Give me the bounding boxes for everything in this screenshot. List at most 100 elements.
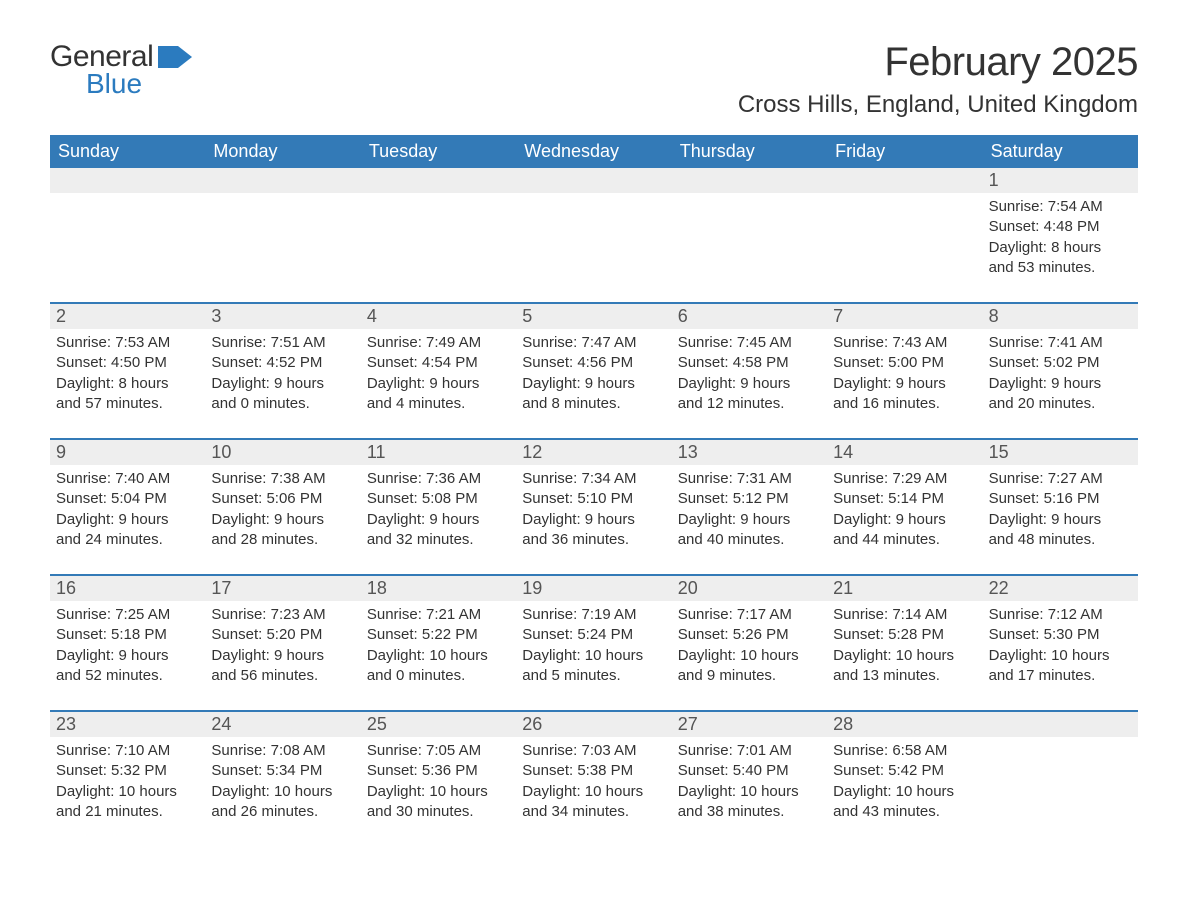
daylight-text-line2: and 13 minutes. (833, 666, 976, 686)
sunset-text: Sunset: 4:56 PM (522, 353, 665, 373)
sunset-text: Sunset: 5:30 PM (989, 625, 1132, 645)
daylight-text-line1: Daylight: 10 hours (833, 646, 976, 666)
sunrise-text: Sunrise: 7:31 AM (678, 469, 821, 489)
daylight-text-line1: Daylight: 9 hours (678, 510, 821, 530)
daylight-text-line2: and 57 minutes. (56, 394, 199, 414)
day-cell: Sunrise: 7:03 AMSunset: 5:38 PMDaylight:… (516, 737, 671, 828)
day-number: 21 (827, 576, 982, 601)
sunset-text: Sunset: 5:26 PM (678, 625, 821, 645)
day-number: 5 (516, 304, 671, 329)
daylight-text-line2: and 40 minutes. (678, 530, 821, 550)
day-number: 15 (983, 440, 1138, 465)
day-number: 11 (361, 440, 516, 465)
sunset-text: Sunset: 5:20 PM (211, 625, 354, 645)
logo: General Blue (50, 40, 192, 100)
sunrise-text: Sunrise: 7:21 AM (367, 605, 510, 625)
sunrise-text: Sunrise: 7:40 AM (56, 469, 199, 489)
daylight-text-line1: Daylight: 8 hours (56, 374, 199, 394)
daylight-text-line2: and 9 minutes. (678, 666, 821, 686)
sunset-text: Sunset: 4:58 PM (678, 353, 821, 373)
sunset-text: Sunset: 5:02 PM (989, 353, 1132, 373)
daylight-text-line1: Daylight: 10 hours (833, 782, 976, 802)
day-cell: Sunrise: 7:05 AMSunset: 5:36 PMDaylight:… (361, 737, 516, 828)
daylight-text-line1: Daylight: 9 hours (56, 646, 199, 666)
daylight-text-line1: Daylight: 9 hours (211, 646, 354, 666)
daylight-text-line2: and 28 minutes. (211, 530, 354, 550)
day-number: 6 (672, 304, 827, 329)
day-number: 25 (361, 712, 516, 737)
day-cell: Sunrise: 7:45 AMSunset: 4:58 PMDaylight:… (672, 329, 827, 420)
daylight-text-line2: and 24 minutes. (56, 530, 199, 550)
sunrise-text: Sunrise: 7:51 AM (211, 333, 354, 353)
daylight-text-line1: Daylight: 9 hours (367, 374, 510, 394)
sunrise-text: Sunrise: 7:36 AM (367, 469, 510, 489)
daylight-text-line1: Daylight: 10 hours (678, 782, 821, 802)
daylight-text-line1: Daylight: 9 hours (522, 374, 665, 394)
logo-text-block: General Blue (50, 40, 192, 100)
daylight-text-line2: and 38 minutes. (678, 802, 821, 822)
day-cell (361, 193, 516, 284)
daylight-text-line2: and 4 minutes. (367, 394, 510, 414)
daylight-text-line1: Daylight: 9 hours (833, 510, 976, 530)
sunrise-text: Sunrise: 7:05 AM (367, 741, 510, 761)
day-number-row: 9101112131415 (50, 440, 1138, 465)
daylight-text-line1: Daylight: 10 hours (56, 782, 199, 802)
day-number (205, 168, 360, 193)
day-number-row: 1 (50, 168, 1138, 193)
day-number: 28 (827, 712, 982, 737)
weekday-header: Friday (827, 135, 982, 168)
sunrise-text: Sunrise: 6:58 AM (833, 741, 976, 761)
sunrise-text: Sunrise: 7:53 AM (56, 333, 199, 353)
day-number (827, 168, 982, 193)
sunrise-text: Sunrise: 7:23 AM (211, 605, 354, 625)
sunrise-text: Sunrise: 7:49 AM (367, 333, 510, 353)
daylight-text-line2: and 36 minutes. (522, 530, 665, 550)
daylight-text-line2: and 52 minutes. (56, 666, 199, 686)
day-number: 18 (361, 576, 516, 601)
day-number (361, 168, 516, 193)
day-cell: Sunrise: 7:17 AMSunset: 5:26 PMDaylight:… (672, 601, 827, 692)
daylight-text-line2: and 34 minutes. (522, 802, 665, 822)
sunset-text: Sunset: 4:50 PM (56, 353, 199, 373)
daylight-text-line2: and 48 minutes. (989, 530, 1132, 550)
day-cell: Sunrise: 7:19 AMSunset: 5:24 PMDaylight:… (516, 601, 671, 692)
sunrise-text: Sunrise: 7:27 AM (989, 469, 1132, 489)
daylight-text-line1: Daylight: 10 hours (211, 782, 354, 802)
daylight-text-line1: Daylight: 9 hours (56, 510, 199, 530)
day-number: 8 (983, 304, 1138, 329)
weekday-header: Monday (205, 135, 360, 168)
day-number: 12 (516, 440, 671, 465)
day-number: 4 (361, 304, 516, 329)
day-cell: Sunrise: 7:10 AMSunset: 5:32 PMDaylight:… (50, 737, 205, 828)
sunset-text: Sunset: 5:28 PM (833, 625, 976, 645)
day-cell: Sunrise: 7:40 AMSunset: 5:04 PMDaylight:… (50, 465, 205, 556)
location-text: Cross Hills, England, United Kingdom (738, 91, 1138, 119)
day-number: 3 (205, 304, 360, 329)
sunrise-text: Sunrise: 7:10 AM (56, 741, 199, 761)
sunset-text: Sunset: 4:54 PM (367, 353, 510, 373)
day-cell: Sunrise: 7:49 AMSunset: 4:54 PMDaylight:… (361, 329, 516, 420)
day-number: 16 (50, 576, 205, 601)
sunrise-text: Sunrise: 7:08 AM (211, 741, 354, 761)
day-number (983, 712, 1138, 737)
flag-icon (158, 46, 192, 73)
daylight-text-line1: Daylight: 10 hours (367, 646, 510, 666)
daylight-text-line2: and 0 minutes. (367, 666, 510, 686)
day-number: 7 (827, 304, 982, 329)
day-number (672, 168, 827, 193)
daylight-text-line1: Daylight: 10 hours (367, 782, 510, 802)
sunset-text: Sunset: 5:00 PM (833, 353, 976, 373)
day-cell: Sunrise: 7:31 AMSunset: 5:12 PMDaylight:… (672, 465, 827, 556)
daylight-text-line2: and 30 minutes. (367, 802, 510, 822)
daylight-text-line2: and 56 minutes. (211, 666, 354, 686)
day-cell: Sunrise: 7:54 AMSunset: 4:48 PMDaylight:… (983, 193, 1138, 284)
day-cell: Sunrise: 7:36 AMSunset: 5:08 PMDaylight:… (361, 465, 516, 556)
daylight-text-line1: Daylight: 10 hours (678, 646, 821, 666)
daylight-text-line1: Daylight: 9 hours (678, 374, 821, 394)
day-number: 14 (827, 440, 982, 465)
daylight-text-line1: Daylight: 9 hours (989, 374, 1132, 394)
daylight-text-line1: Daylight: 10 hours (989, 646, 1132, 666)
daylight-text-line2: and 44 minutes. (833, 530, 976, 550)
daylight-text-line2: and 16 minutes. (833, 394, 976, 414)
day-number: 20 (672, 576, 827, 601)
